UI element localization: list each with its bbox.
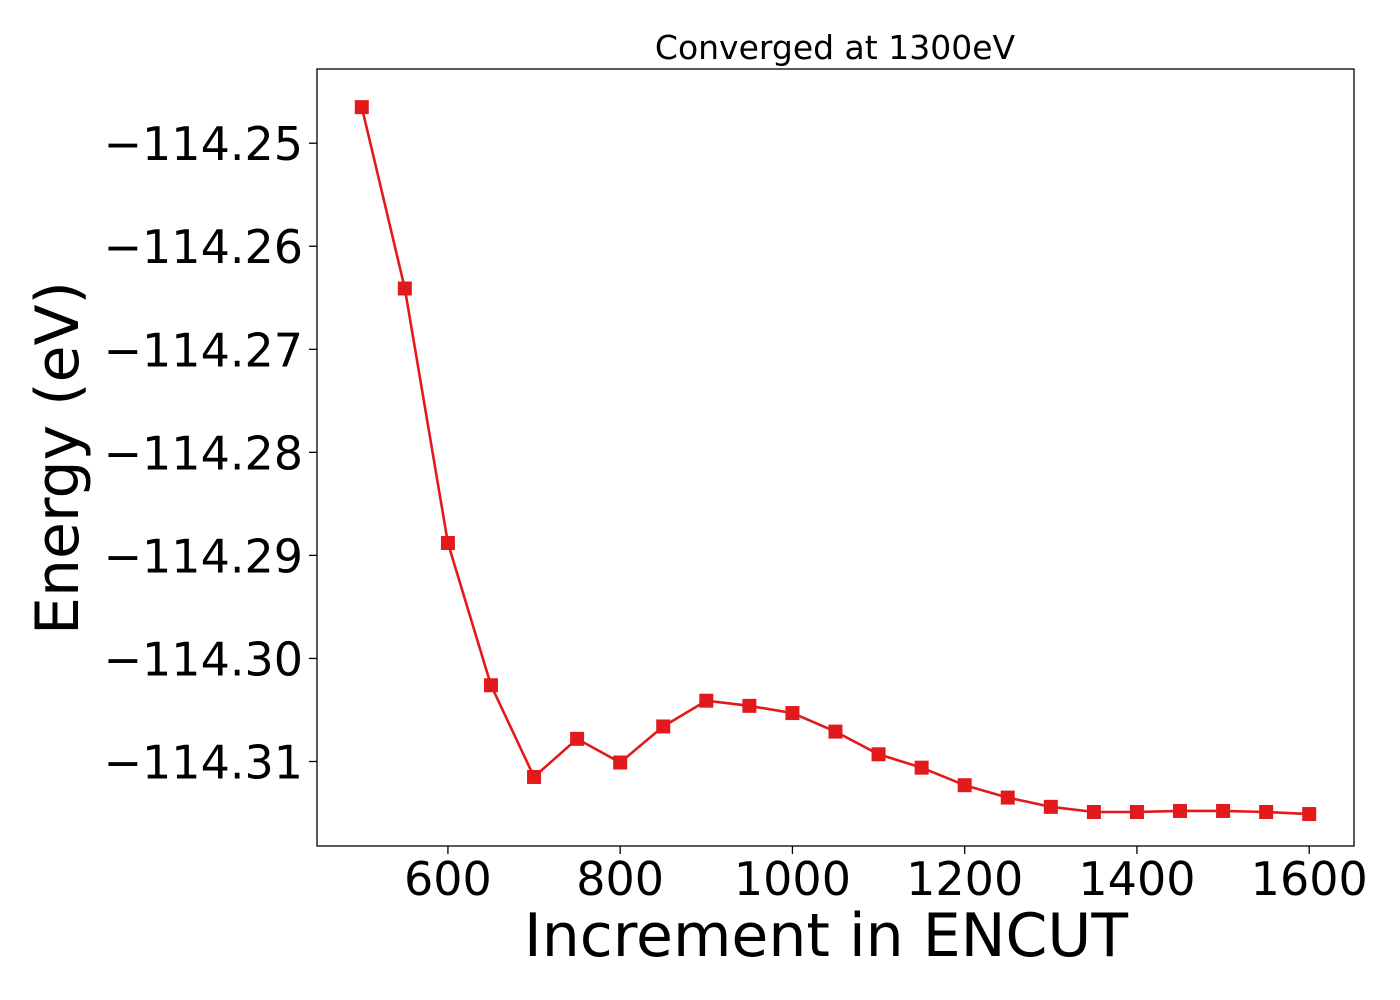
data-point — [440, 536, 455, 551]
data-point — [914, 760, 929, 775]
plot-area — [316, 68, 1355, 847]
y-axis: −114.25 −114.26 −114.27 −114.28 −114.29 −114.… — [104, 117, 317, 789]
data-point — [1173, 803, 1188, 818]
data-point — [1302, 807, 1317, 822]
data-point — [483, 678, 498, 693]
data-point — [871, 747, 886, 762]
data-point — [742, 698, 757, 713]
data-point — [656, 719, 671, 734]
y-tick-label: −114.30 — [104, 632, 304, 686]
plot-frame — [316, 68, 1355, 847]
x-tick-label: 1000 — [734, 852, 851, 906]
x-tick-label: 1200 — [906, 852, 1023, 906]
y-tick-label: −114.25 — [104, 117, 304, 171]
data-point — [957, 778, 972, 793]
data-point — [1086, 804, 1101, 819]
data-point — [354, 100, 369, 115]
y-tick-label: −114.28 — [104, 426, 304, 480]
data-point — [828, 724, 843, 739]
x-axis-label: Increment in ENCUT — [524, 901, 1128, 971]
data-point — [397, 281, 412, 296]
data-point — [1000, 790, 1015, 805]
x-axis: 600 800 1000 1200 1400 1600 — [404, 846, 1368, 906]
y-tick-label: −114.27 — [104, 323, 304, 377]
data-point — [1259, 804, 1274, 819]
data-point — [527, 769, 542, 784]
data-point — [1216, 803, 1231, 818]
data-point — [1129, 804, 1144, 819]
data-point — [613, 755, 628, 770]
y-tick-label: −114.29 — [104, 529, 304, 583]
x-tick-label: 600 — [404, 852, 492, 906]
data-point — [1043, 799, 1058, 814]
y-tick-label: −114.31 — [104, 735, 304, 789]
x-tick-label: 800 — [576, 852, 664, 906]
series-line — [360, 106, 1310, 816]
y-axis-label: Energy (eV) — [23, 281, 93, 635]
x-tick-label: 1400 — [1078, 852, 1195, 906]
x-tick-label: 1600 — [1251, 852, 1368, 906]
series-layer — [354, 100, 1317, 822]
y-tick-label: −114.26 — [104, 220, 304, 274]
data-point — [699, 693, 714, 708]
data-point — [570, 731, 585, 746]
chart-title: Converged at 1300eV — [655, 28, 1016, 67]
data-point — [785, 706, 800, 721]
